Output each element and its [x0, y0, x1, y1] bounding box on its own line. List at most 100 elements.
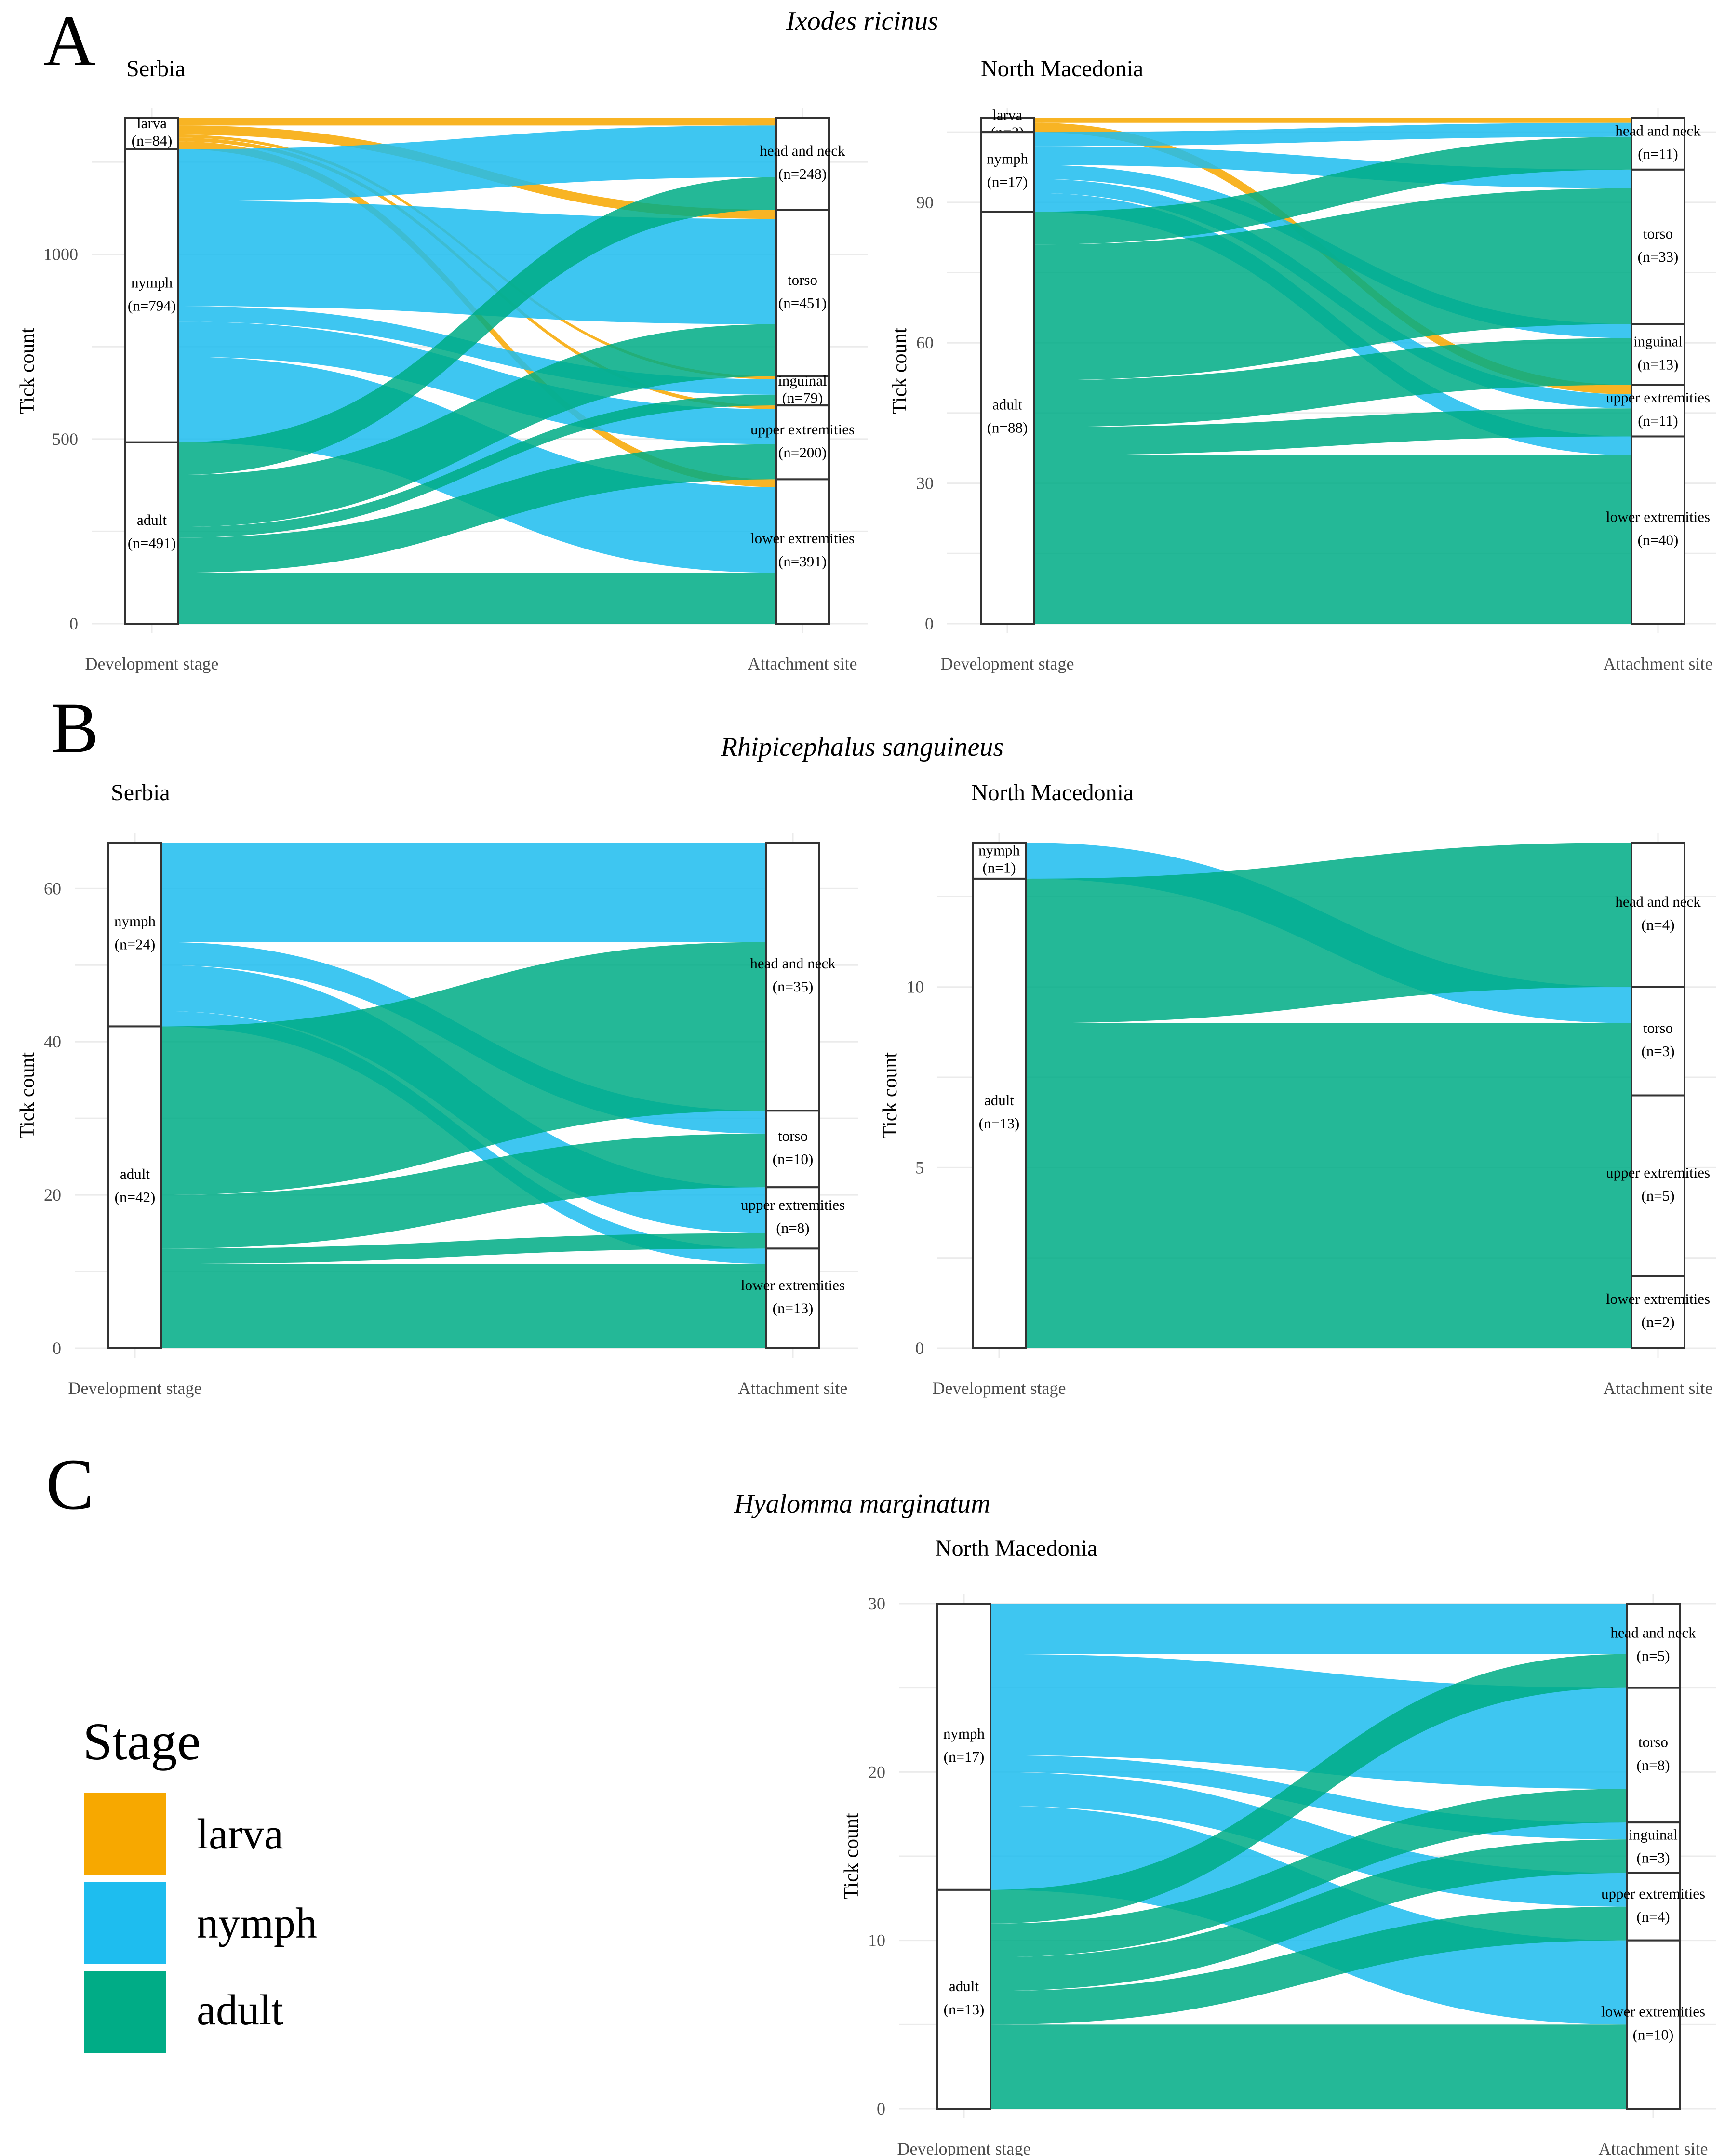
- site-node-count: (n=8): [776, 1219, 809, 1236]
- species-title-a: Ixodes ricinus: [786, 6, 938, 36]
- chart-4-north-macedonia: North Macedonia 0 10 20 30 Tick count Developm…: [841, 1536, 1716, 2156]
- stage-node-count: (n=1): [982, 859, 1016, 876]
- panel-letter-c: C: [46, 1445, 94, 1525]
- y-axis-title: Tick count: [16, 328, 39, 415]
- stage-node-nymph: [124, 148, 179, 443]
- site-node-torso: [1631, 986, 1685, 1097]
- y-tick-label: 0: [877, 2099, 885, 2118]
- y-axis-title: Tick count: [841, 1813, 863, 1900]
- site-node-label: upper extremities: [1601, 1885, 1705, 1902]
- site-node-label: inguinal: [1633, 333, 1683, 350]
- y-axis-title: Tick count: [889, 328, 911, 415]
- site-node-count: (n=35): [773, 978, 814, 995]
- legend-swatch-larva: [84, 1793, 166, 1875]
- stage-node-label: adult: [992, 396, 1022, 413]
- x-label-site: Attachment site: [748, 654, 857, 673]
- y-tick-label: 60: [916, 333, 934, 352]
- stage-node-label: nymph: [987, 150, 1029, 167]
- stage-node-label: adult: [984, 1092, 1014, 1109]
- stage-node-label: nymph: [131, 274, 173, 291]
- stage-node-label: nymph: [978, 842, 1020, 858]
- x-label-site: Attachment site: [1604, 654, 1713, 673]
- stage-node-count: (n=17): [987, 174, 1028, 190]
- legend-label-larva: larva: [197, 1810, 283, 1858]
- flow-adult-to-upper-extremities: [1026, 1095, 1631, 1276]
- site-node-count: (n=451): [778, 295, 827, 311]
- flow-adult-to-torso: [1026, 1023, 1631, 1096]
- site-node-count: (n=391): [778, 553, 827, 570]
- flow-adult-to-upper-extremities: [161, 1233, 766, 1264]
- legend-label-adult: adult: [197, 1986, 283, 2034]
- chart-title: North Macedonia: [935, 1536, 1097, 1561]
- site-node-count: (n=2): [1641, 1313, 1674, 1330]
- site-node-label: head and neck: [760, 142, 845, 159]
- chart-title: Serbia: [126, 56, 186, 81]
- y-tick-label: 40: [44, 1032, 61, 1051]
- flow-adult-to-inguinal: [178, 394, 776, 538]
- site-node-label: torso: [1643, 1019, 1673, 1036]
- site-node-label: head and neck: [1610, 1624, 1696, 1641]
- stage-node-count: (n=17): [944, 1748, 985, 1765]
- site-node-lower-extremities: [1631, 435, 1685, 625]
- flow-adult-to-torso: [178, 324, 776, 527]
- species-title-b: Rhipicephalus sanguineus: [721, 732, 1003, 762]
- site-node-head-and-neck: [765, 842, 820, 1112]
- site-node-lower-extremities: [1626, 1939, 1681, 2110]
- y-axis-title: Tick count: [879, 1052, 901, 1139]
- chart-title: North Macedonia: [971, 780, 1134, 805]
- flow-nymph-to-head-and-neck: [990, 1604, 1627, 1654]
- y-tick-label: 10: [907, 978, 924, 997]
- chart-2-serbia: Serbia 0 20 40 60 Tick count Development stage…: [16, 780, 858, 1398]
- flow-nymph-to-head-and-neck: [161, 843, 766, 942]
- site-node-torso: [1626, 1687, 1681, 1824]
- site-node-label: upper extremities: [741, 1196, 845, 1213]
- x-label-stage: Development stage: [897, 2139, 1031, 2156]
- site-node-label: lower extremities: [741, 1277, 845, 1294]
- y-tick-label: 0: [925, 614, 934, 633]
- stage-node-nymph: [936, 1603, 991, 1891]
- stage-node-count: (n=13): [979, 1115, 1020, 1132]
- flow-adult-to-lower-extremities: [1026, 1276, 1631, 1348]
- x-label-stage: Development stage: [941, 654, 1074, 673]
- chart-0-serbia: Serbia 0 500 1000 Tick count Development stag…: [16, 56, 868, 673]
- x-label-stage: Development stage: [68, 1379, 202, 1398]
- site-node-label: upper extremities: [750, 421, 855, 438]
- flows: [1026, 843, 1631, 1348]
- y-axis-title: Tick count: [16, 1052, 39, 1139]
- site-node-label: lower extremities: [1606, 509, 1710, 525]
- flow-larva-to-head-and-neck: [1034, 118, 1631, 123]
- legend: Stage larva nymph adult: [83, 1712, 317, 2053]
- flow-adult-to-torso: [161, 1133, 766, 1249]
- site-node-count: (n=4): [1636, 1908, 1670, 1925]
- site-node-label: inguinal: [1629, 1826, 1678, 1843]
- flow-adult-to-head-and-neck: [990, 1654, 1627, 1924]
- stage-node-count: (n=794): [128, 297, 176, 314]
- y-tick-label: 10: [868, 1931, 885, 1950]
- y-tick-label: 0: [915, 1339, 924, 1358]
- flows: [990, 1604, 1627, 2109]
- site-node-label: torso: [1643, 225, 1673, 242]
- y-tick-label: 1000: [43, 245, 78, 264]
- species-title-c: Hyalomma marginatum: [734, 1489, 990, 1519]
- flow-adult-to-head-and-neck: [178, 177, 776, 475]
- y-tick-label: 20: [868, 1762, 885, 1781]
- site-node-label: lower extremities: [1601, 2003, 1705, 2020]
- stage-node-count: (n=88): [987, 419, 1028, 436]
- site-node-count: (n=79): [782, 389, 823, 406]
- flow-adult-to-torso: [990, 1789, 1627, 1957]
- x-label-site: Attachment site: [1604, 1379, 1713, 1398]
- site-node-count: (n=5): [1636, 1647, 1670, 1664]
- site-node-count: (n=11): [1638, 412, 1678, 429]
- flow-adult-to-lower-extremities: [161, 1264, 766, 1348]
- flow-nymph-to-torso: [1034, 146, 1631, 188]
- flow-adult-to-head-and-neck: [1034, 136, 1631, 245]
- stage-node-label: larva: [992, 107, 1022, 123]
- stage-node-label: adult: [949, 1978, 979, 1995]
- stage-node-adult: [936, 1888, 991, 2110]
- y-tick-label: 30: [916, 474, 934, 493]
- stage-node-label: adult: [120, 1165, 150, 1182]
- flow-adult-to-head-and-neck: [161, 942, 766, 1195]
- stage-node-count: (n=42): [115, 1189, 156, 1205]
- flow-adult-to-lower-extremities: [990, 2024, 1627, 2109]
